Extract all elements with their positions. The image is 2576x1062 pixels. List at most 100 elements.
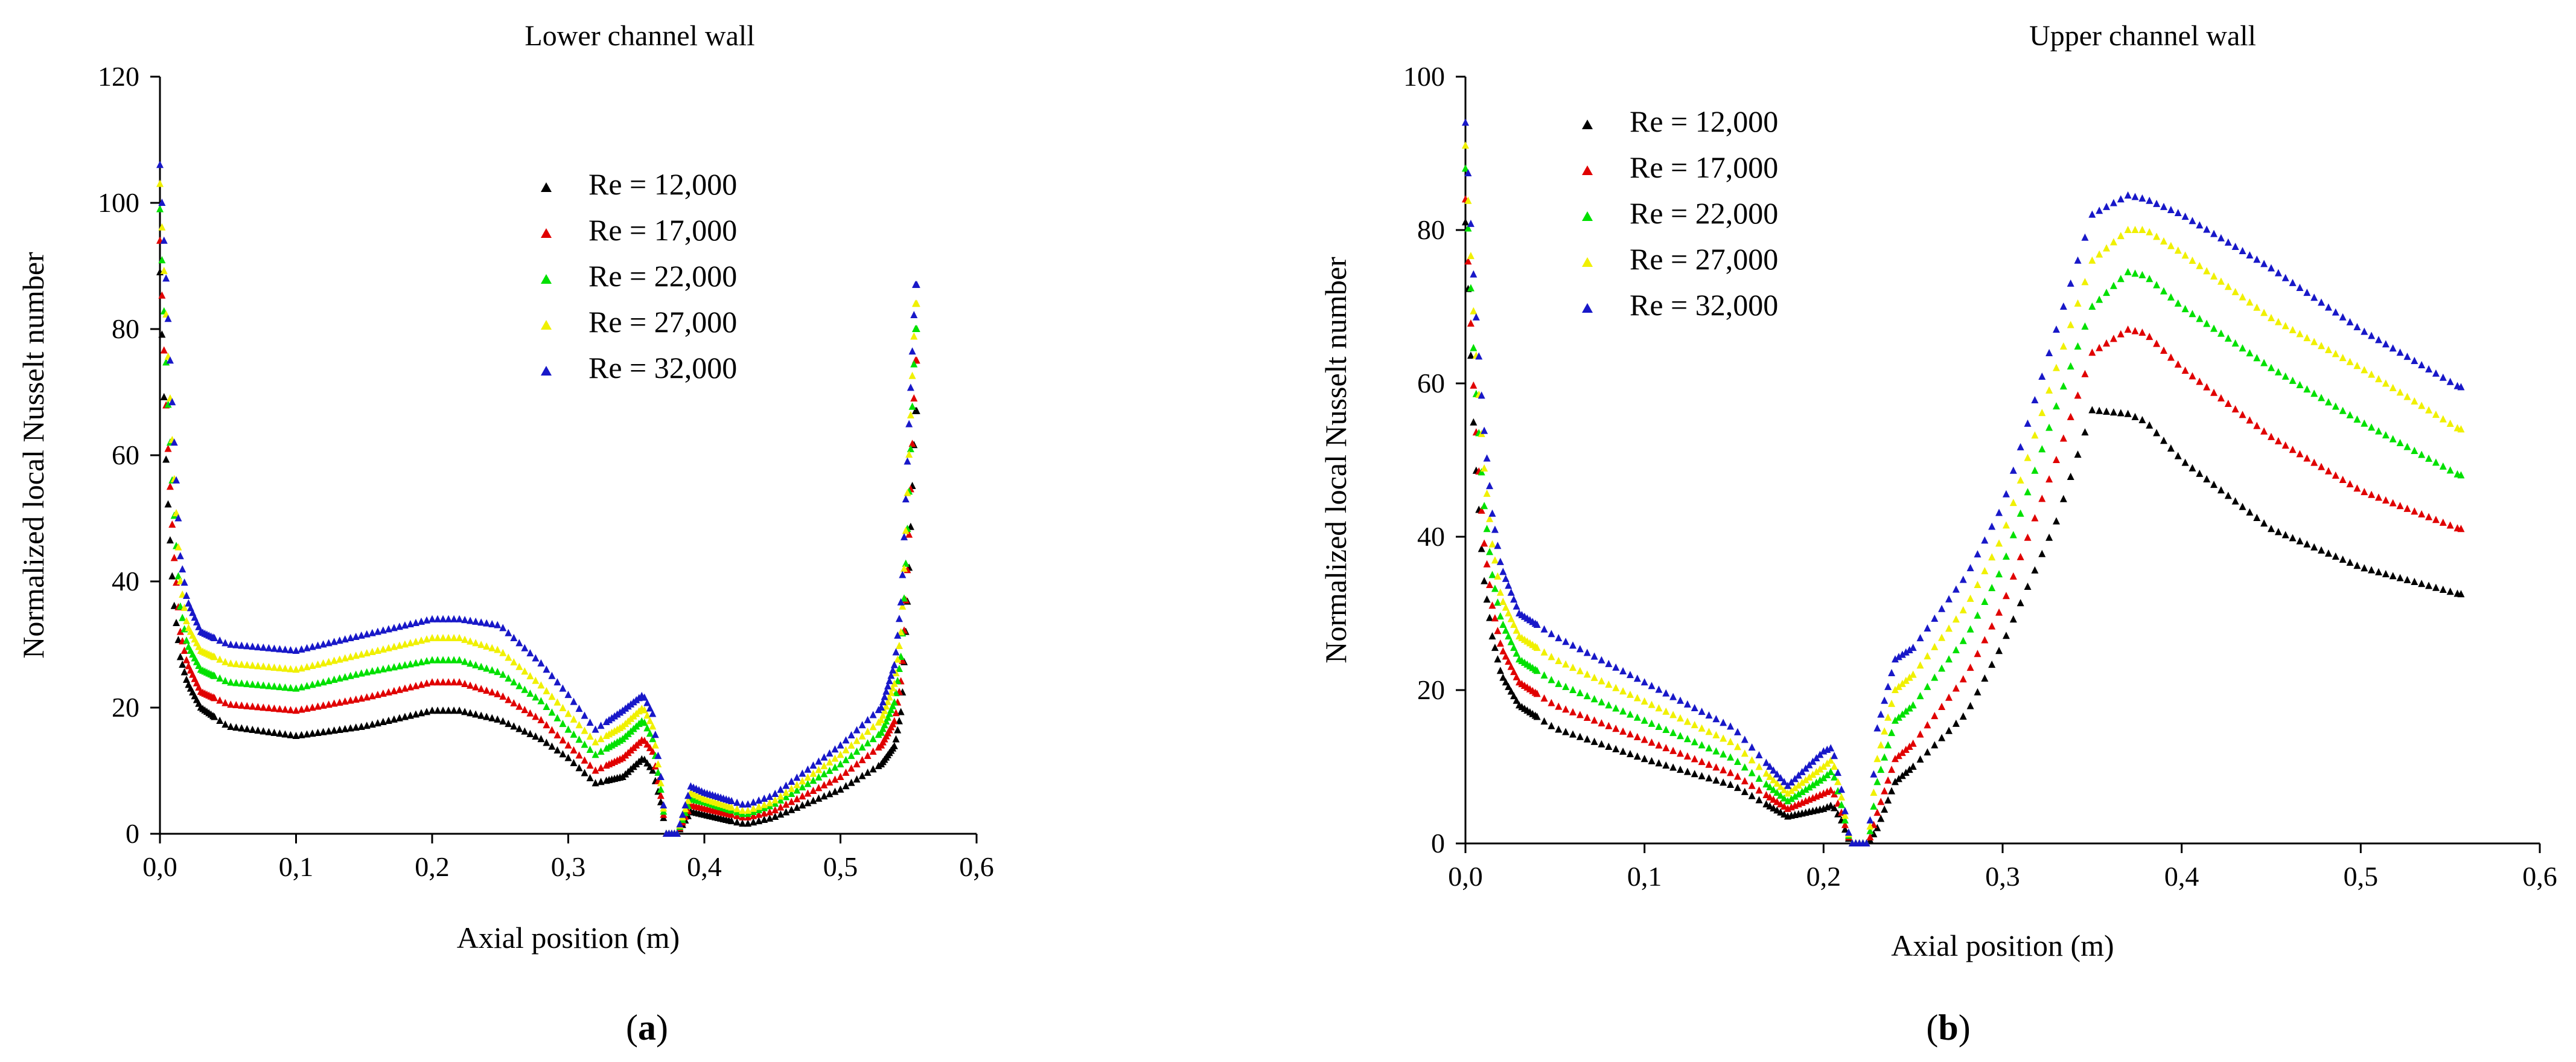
data-point — [445, 678, 453, 686]
data-point — [884, 682, 891, 689]
data-point — [826, 749, 834, 757]
data-point — [771, 806, 779, 814]
data-point — [1916, 661, 1924, 669]
data-point — [222, 699, 229, 706]
data-point — [1748, 769, 1756, 776]
data-point — [1507, 687, 1515, 695]
data-point — [1496, 588, 1504, 596]
data-point — [804, 765, 812, 773]
data-point — [2009, 466, 2017, 474]
data-point — [1467, 284, 1475, 292]
data-point — [1794, 781, 1802, 789]
data-point — [1877, 766, 1885, 773]
data-point — [461, 679, 469, 687]
data-point — [2167, 444, 2175, 452]
data-point — [858, 743, 866, 751]
data-point — [510, 678, 518, 686]
data-point — [374, 646, 381, 654]
data-point — [1741, 735, 1749, 743]
data-point — [847, 778, 855, 786]
data-point — [2457, 383, 2465, 391]
data-point — [881, 721, 888, 729]
data-point — [815, 794, 823, 802]
data-point — [357, 631, 365, 639]
data-point — [553, 714, 561, 721]
data-point — [374, 666, 381, 674]
data-point — [461, 657, 469, 665]
data-point — [1470, 344, 1478, 351]
data-point — [422, 635, 430, 643]
data-point — [869, 765, 877, 773]
data-point — [559, 720, 567, 728]
y-tick-label: 60 — [1417, 368, 1445, 398]
data-point — [1494, 627, 1502, 635]
data-point — [412, 659, 419, 667]
data-point — [422, 657, 430, 665]
data-point — [1576, 667, 1584, 674]
data-point — [2024, 453, 2032, 461]
data-point — [1841, 825, 1849, 833]
data-point — [292, 706, 300, 714]
data-point — [401, 661, 409, 668]
data-point — [445, 706, 453, 714]
data-point — [728, 810, 736, 818]
data-point — [2103, 202, 2111, 210]
data-point — [368, 648, 376, 656]
data-point — [586, 761, 594, 769]
data-point — [2353, 415, 2361, 423]
data-point — [804, 789, 812, 797]
data-point — [2310, 337, 2318, 345]
data-point — [2432, 583, 2440, 591]
data-point — [1569, 664, 1577, 671]
data-point — [384, 716, 392, 724]
data-point — [379, 718, 387, 726]
data-point — [2368, 423, 2376, 431]
legend-label: Re = 17,000 — [588, 213, 737, 247]
data-point — [287, 646, 295, 654]
data-point — [2457, 425, 2465, 433]
data-point — [793, 803, 801, 811]
legend-marker — [541, 182, 552, 192]
data-point — [298, 664, 305, 672]
data-point — [357, 694, 365, 702]
data-point — [2067, 321, 2074, 328]
data-point — [1576, 732, 1584, 740]
data-point — [2268, 432, 2275, 440]
panel-b-label: (b) — [1926, 1008, 1970, 1048]
data-point — [2353, 323, 2361, 331]
data-point — [1741, 749, 1749, 757]
data-point — [2088, 406, 2096, 414]
data-point — [882, 702, 890, 710]
data-point — [2389, 435, 2397, 443]
data-point — [657, 779, 665, 787]
data-point — [771, 789, 779, 797]
data-point — [548, 708, 556, 716]
data-point — [170, 438, 178, 446]
data-point — [166, 536, 174, 544]
data-point — [341, 673, 349, 680]
data-point — [395, 714, 403, 721]
data-point — [804, 799, 812, 807]
data-point — [2425, 513, 2433, 520]
data-point — [336, 698, 343, 706]
data-point — [2131, 269, 2139, 277]
data-point — [346, 653, 354, 661]
data-point — [1762, 780, 1770, 788]
data-point — [1478, 391, 1485, 399]
data-point — [2382, 340, 2389, 348]
data-point — [2053, 402, 2060, 410]
data-point — [858, 732, 866, 740]
data-point — [2002, 490, 2010, 497]
data-point — [1902, 707, 1910, 715]
data-point — [646, 729, 654, 737]
data-point — [553, 731, 561, 738]
data-point — [179, 590, 187, 598]
data-point — [160, 236, 168, 244]
data-point — [2411, 446, 2418, 454]
data-point — [249, 702, 257, 710]
data-point — [895, 717, 903, 725]
data-point — [2196, 315, 2204, 322]
data-point — [760, 795, 768, 802]
data-point — [2189, 310, 2196, 318]
data-point — [864, 752, 872, 760]
